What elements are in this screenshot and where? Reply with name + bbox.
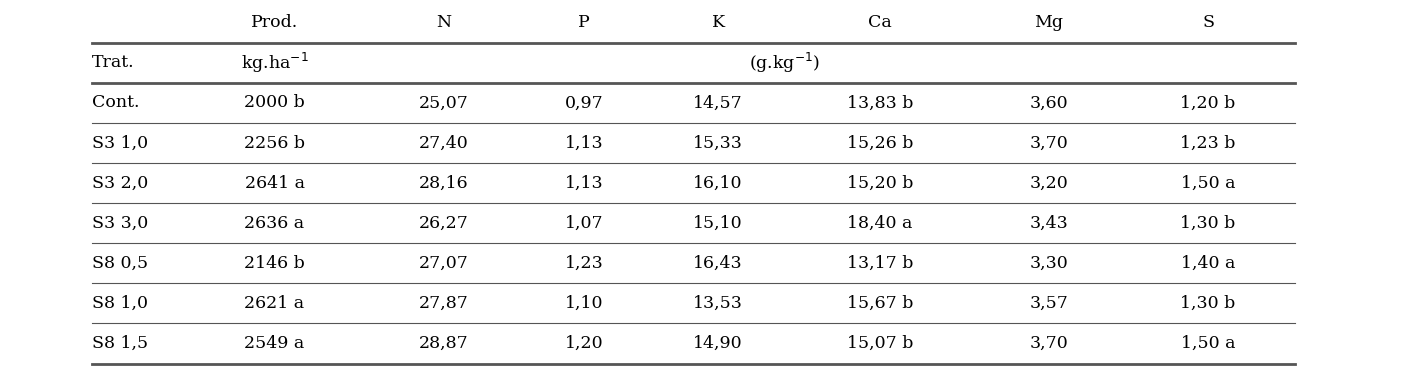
Text: 1,30 b: 1,30 b [1180, 295, 1236, 312]
Text: 13,53: 13,53 [693, 295, 743, 312]
Text: 16,10: 16,10 [693, 175, 743, 192]
Text: 1,10: 1,10 [565, 295, 604, 312]
Text: S3 3,0: S3 3,0 [92, 215, 148, 232]
Text: Trat.: Trat. [92, 54, 134, 71]
Text: 1,13: 1,13 [565, 175, 604, 192]
Text: 27,87: 27,87 [418, 295, 469, 312]
Text: 1,23 b: 1,23 b [1180, 135, 1236, 152]
Text: 3,70: 3,70 [1029, 335, 1069, 352]
Text: 1,20: 1,20 [565, 335, 604, 352]
Text: 28,16: 28,16 [418, 175, 469, 192]
Text: kg.ha$^{-1}$: kg.ha$^{-1}$ [241, 51, 308, 75]
Text: 1,40 a: 1,40 a [1181, 255, 1235, 272]
Text: 1,50 a: 1,50 a [1181, 175, 1235, 192]
Text: 28,87: 28,87 [418, 335, 469, 352]
Text: 3,60: 3,60 [1029, 95, 1069, 111]
Text: 15,10: 15,10 [693, 215, 743, 232]
Text: 15,20 b: 15,20 b [846, 175, 914, 192]
Text: 15,33: 15,33 [693, 135, 743, 152]
Text: 2000 b: 2000 b [244, 95, 306, 111]
Text: 16,43: 16,43 [693, 255, 743, 272]
Text: K: K [711, 14, 725, 31]
Text: 1,13: 1,13 [565, 135, 604, 152]
Text: 1,23: 1,23 [565, 255, 604, 272]
Text: 1,50 a: 1,50 a [1181, 335, 1235, 352]
Text: 0,97: 0,97 [565, 95, 604, 111]
Text: 3,20: 3,20 [1029, 175, 1069, 192]
Text: 2549 a: 2549 a [245, 335, 304, 352]
Text: (g.kg$^{-1}$): (g.kg$^{-1}$) [749, 51, 821, 75]
Text: 14,90: 14,90 [693, 335, 743, 352]
Text: 1,07: 1,07 [565, 215, 604, 232]
Text: 15,67 b: 15,67 b [846, 295, 914, 312]
Text: S: S [1202, 14, 1214, 31]
Text: S8 1,5: S8 1,5 [92, 335, 148, 352]
Text: 14,57: 14,57 [693, 95, 743, 111]
Text: 2621 a: 2621 a [245, 295, 304, 312]
Text: 18,40 a: 18,40 a [848, 215, 912, 232]
Text: 13,17 b: 13,17 b [846, 255, 914, 272]
Text: S8 0,5: S8 0,5 [92, 255, 148, 272]
Text: 25,07: 25,07 [418, 95, 469, 111]
Text: S3 2,0: S3 2,0 [92, 175, 148, 192]
Text: N: N [436, 14, 451, 31]
Text: 27,07: 27,07 [418, 255, 469, 272]
Text: 15,26 b: 15,26 b [846, 135, 914, 152]
Text: 1,30 b: 1,30 b [1180, 215, 1236, 232]
Text: 2636 a: 2636 a [245, 215, 304, 232]
Text: 15,07 b: 15,07 b [846, 335, 914, 352]
Text: S8 1,0: S8 1,0 [92, 295, 148, 312]
Text: Ca: Ca [869, 14, 891, 31]
Text: P: P [579, 14, 590, 31]
Text: S3 1,0: S3 1,0 [92, 135, 148, 152]
Text: 2146 b: 2146 b [244, 255, 306, 272]
Text: 26,27: 26,27 [418, 215, 469, 232]
Text: Cont.: Cont. [92, 95, 139, 111]
Text: 3,30: 3,30 [1029, 255, 1069, 272]
Text: 2641 a: 2641 a [245, 175, 304, 192]
Text: 3,57: 3,57 [1029, 295, 1069, 312]
Text: 27,40: 27,40 [418, 135, 469, 152]
Text: 1,20 b: 1,20 b [1180, 95, 1236, 111]
Text: Mg: Mg [1035, 14, 1063, 31]
Text: 3,43: 3,43 [1029, 215, 1069, 232]
Text: 13,83 b: 13,83 b [846, 95, 914, 111]
Text: Prod.: Prod. [251, 14, 298, 31]
Text: 3,70: 3,70 [1029, 135, 1069, 152]
Text: 2256 b: 2256 b [244, 135, 306, 152]
